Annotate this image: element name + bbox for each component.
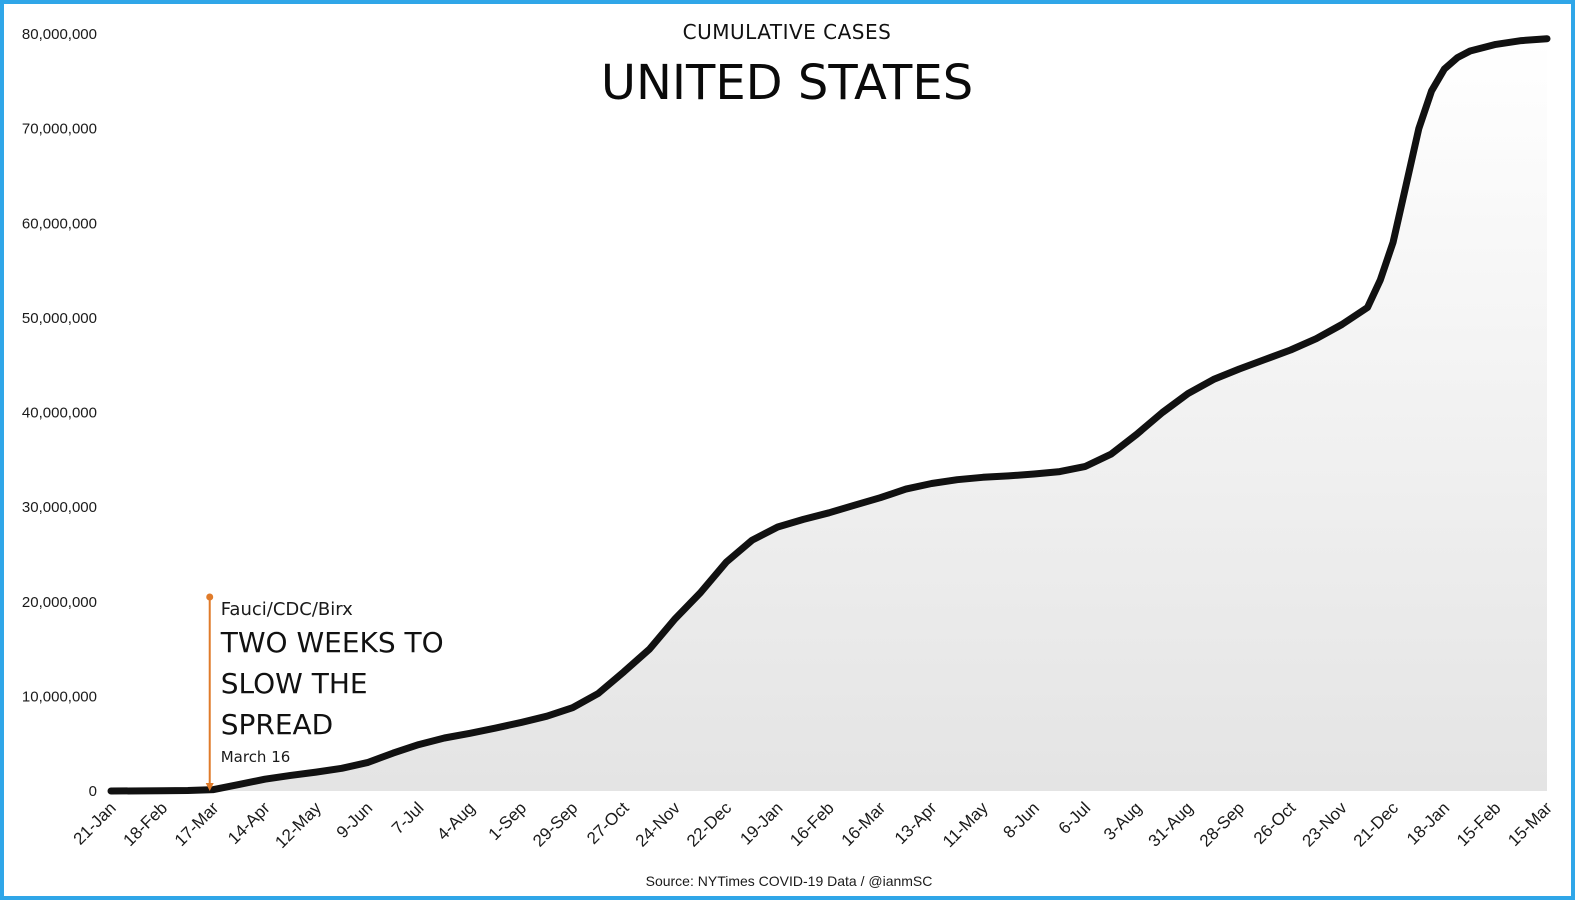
chart-source: Source: NYTimes COVID-19 Data / @ianmSC: [646, 873, 933, 889]
y-tick-label: 60,000,000: [22, 215, 97, 232]
annotation-headline-line: TWO WEEKS TO: [220, 626, 444, 659]
x-tick-label: 18-Jan: [1403, 798, 1453, 848]
x-tick-label: 14-Apr: [224, 798, 274, 848]
chart: 0 10,000,000 20,000,000 30,000,000 40,000,00…: [22, 20, 1556, 889]
x-tick-label: 24-Nov: [632, 798, 685, 851]
y-tick-label: 70,000,000: [22, 121, 97, 138]
x-tick-label: 21-Dec: [1350, 798, 1403, 851]
x-tick-label: 27-Oct: [583, 798, 633, 848]
y-tick-label: 0: [89, 783, 97, 800]
x-tick-label: 13-Apr: [891, 798, 941, 848]
x-tick-label: 31-Aug: [1145, 798, 1197, 850]
x-tick-label: 16-Mar: [838, 798, 890, 850]
x-tick-label: 18-Feb: [120, 798, 172, 850]
x-tick-label: 28-Sep: [1196, 798, 1248, 850]
x-tick-label: 3-Aug: [1100, 798, 1146, 844]
x-tick-label: 1-Sep: [485, 798, 531, 844]
y-tick-label: 30,000,000: [22, 499, 97, 516]
annotation-dot: [206, 593, 214, 601]
y-tick-label: 40,000,000: [22, 405, 97, 422]
series-area: [111, 38, 1547, 791]
x-tick-label: 12-May: [271, 798, 325, 852]
x-tick-label: 9-Jun: [333, 798, 377, 842]
y-axis-ticks: 0 10,000,000 20,000,000 30,000,000 40,000,00…: [22, 26, 97, 800]
annotation-headline-line: SLOW THE: [221, 667, 368, 700]
x-tick-label: 22-Dec: [683, 798, 736, 851]
x-tick-label: 17-Mar: [171, 798, 223, 850]
y-tick-label: 20,000,000: [22, 594, 97, 611]
annotation-arrowhead: [205, 783, 214, 791]
y-tick-label: 50,000,000: [22, 310, 97, 327]
x-tick-label: 11-May: [939, 798, 992, 851]
x-tick-label: 6-Jul: [1055, 798, 1094, 837]
annotation: Fauci/CDC/Birx TWO WEEKS TO SLOW THE SPREAD…: [205, 593, 444, 791]
x-tick-label: 15-Mar: [1504, 798, 1556, 850]
series-line: [107, 35, 1551, 795]
x-tick-label: 7-Jul: [388, 798, 427, 837]
x-tick-label: 16-Feb: [786, 798, 838, 850]
x-tick-label: 19-Jan: [736, 798, 786, 848]
line-layer: [107, 35, 1551, 795]
x-tick-label: 4-Aug: [433, 798, 479, 844]
chart-title: UNITED STATES: [601, 55, 973, 111]
annotation-source-label: Fauci/CDC/Birx: [221, 599, 353, 620]
area-layer: [111, 38, 1547, 791]
annotation-headline-line: SPREAD: [221, 708, 334, 741]
chart-subtitle: CUMULATIVE CASES: [683, 20, 892, 44]
x-tick-label: 23-Nov: [1298, 798, 1351, 851]
x-tick-label: 8-Jun: [999, 798, 1043, 842]
annotation-date: March 16: [221, 748, 291, 766]
y-tick-label: 80,000,000: [22, 26, 97, 43]
x-tick-label: 29-Sep: [529, 798, 581, 850]
x-tick-label: 26-Oct: [1250, 798, 1300, 848]
y-tick-label: 10,000,000: [22, 688, 97, 705]
x-tick-label: 21-Jan: [70, 798, 120, 848]
x-tick-label: 15-Feb: [1453, 798, 1505, 850]
